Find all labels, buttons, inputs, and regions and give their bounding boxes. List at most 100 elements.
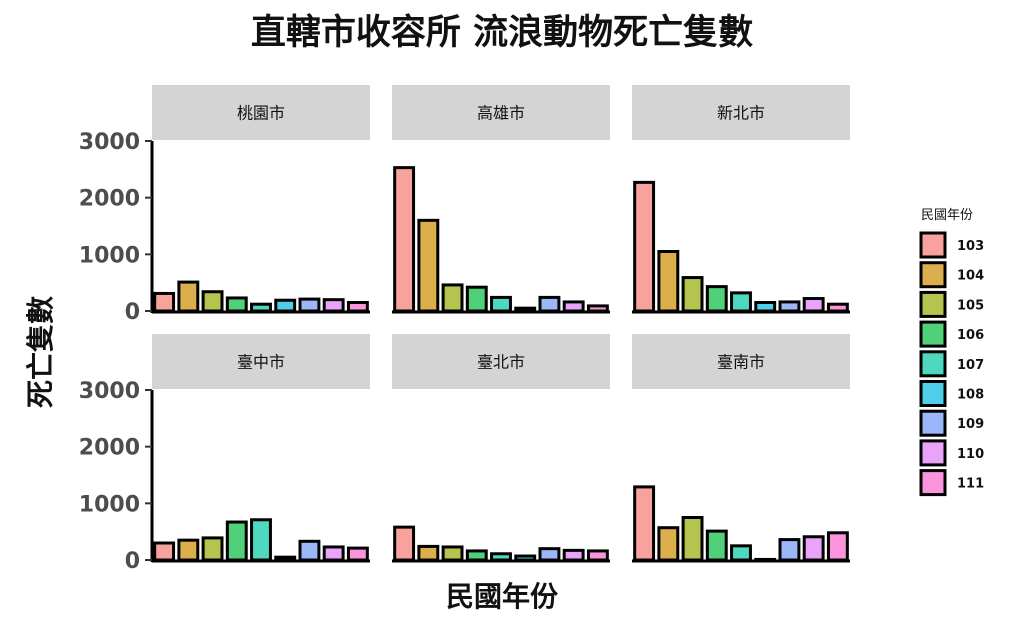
bar-臺北市-105 [441,545,464,562]
bar-臺中市-111 [346,546,369,562]
bar-新北市-109 [778,300,801,313]
bar-臺南市-103 [633,485,656,562]
legend-label: 103 [957,239,984,254]
bar-桃園市-105 [201,290,224,313]
bar-新北市-107 [730,291,752,313]
bar-桃園市-108 [274,298,297,313]
chart-title: 直轄市收容所 流浪動物死亡隻數 [251,12,753,53]
bar-新北市-106 [705,285,728,313]
legend-label: 110 [957,447,984,462]
bar-高雄市-103 [393,166,416,313]
legend-label: 106 [957,328,984,343]
bar-臺中市-106 [225,520,248,562]
y-tick-label: 3000 [79,130,140,155]
panel-新北市: 新北市 [632,85,850,314]
legend-label: 104 [957,269,984,284]
bar-臺南市-107 [730,544,752,562]
bar-臺中市-105 [201,536,224,562]
bar-新北市-111 [826,302,849,313]
y-axis-label: 死亡隻數 [24,296,57,408]
y-tick-label: 0 [125,300,140,325]
bar-臺南市-104 [657,526,680,562]
legend: 民國年份 103 104 105 106 107 108 109 110 111 [919,208,984,497]
bar-臺北市-103 [393,525,416,562]
bar-臺北市-109 [538,547,561,562]
bar-高雄市-111 [586,304,609,313]
y-tick-label: 1000 [79,243,140,268]
bar-臺北市-110 [562,548,585,562]
facet-strip-label: 桃園市 [237,104,285,123]
facet-strip-label: 臺南市 [717,353,765,372]
legend-key-109 [919,409,947,437]
bar-臺中市-109 [298,539,321,562]
bar-高雄市-110 [562,300,585,313]
legend-key-105 [919,290,947,318]
facet-strip-label: 臺北市 [477,353,525,372]
bar-臺北市-108 [514,554,537,562]
panel-高雄市: 高雄市 [392,85,610,314]
legend-key-104 [919,261,947,289]
bar-桃園市-107 [250,302,272,313]
legend-label: 111 [957,477,984,492]
bar-臺南市-109 [778,538,801,562]
panel-臺南市: 臺南市 [632,334,850,563]
facet-strip [632,334,850,389]
facet-strip [392,334,610,389]
bar-桃園市-106 [225,296,248,313]
legend-key-107 [919,350,947,378]
facet-strip-label: 臺中市 [237,353,285,372]
bar-高雄市-104 [417,218,440,313]
legend-key-103 [919,231,947,259]
y-tick-label: 0 [125,549,140,574]
y-tick-label: 3000 [79,379,140,404]
bar-桃園市-110 [322,298,345,313]
y-tick-label: 2000 [79,187,140,212]
bar-高雄市-109 [538,295,561,313]
legend-title: 民國年份 [921,208,973,223]
bar-桃園市-109 [298,297,321,313]
legend-label: 105 [957,298,984,313]
legend-key-111 [919,469,947,497]
facet-strip [392,85,610,140]
bar-桃園市-104 [177,280,200,313]
facet-strip [152,334,370,389]
bar-臺北市-111 [586,549,609,562]
bar-高雄市-105 [441,283,464,313]
legend-label: 108 [957,388,984,403]
legend-label: 109 [957,417,984,432]
bar-高雄市-107 [490,295,512,313]
facet-strip [152,85,370,140]
legend-key-108 [919,380,947,407]
bar-新北市-105 [681,276,704,313]
bar-新北市-108 [754,301,777,313]
facet-strip-label: 高雄市 [477,104,525,123]
bar-新北市-103 [633,180,656,313]
bar-臺中市-107 [250,518,272,562]
bar-臺南市-111 [826,531,849,562]
bar-臺北市-104 [417,544,440,562]
bar-臺南市-110 [802,535,825,562]
bar-臺中市-110 [322,545,345,562]
y-tick-label: 2000 [79,436,140,461]
panel-臺北市: 臺北市 [392,334,610,563]
bar-臺中市-103 [153,541,176,562]
legend-key-110 [919,439,947,467]
y-tick-label: 1000 [79,492,140,517]
x-axis-label: 民國年份 [446,580,558,613]
bar-臺北市-106 [465,549,488,562]
bar-新北市-104 [657,250,680,313]
bar-臺中市-104 [177,538,200,562]
legend-label: 107 [957,358,984,373]
bar-臺南市-105 [681,516,704,562]
bar-桃園市-111 [346,301,369,313]
facet-strip-label: 新北市 [717,104,765,123]
bar-臺南市-106 [705,529,728,562]
bar-臺北市-107 [490,552,512,562]
legend-key-106 [919,320,947,348]
bar-新北市-110 [802,297,825,313]
facet-strip [632,85,850,140]
panel-臺中市: 臺中市 0 1000 2000 3000 [79,334,370,574]
bar-桃園市-103 [153,291,176,313]
